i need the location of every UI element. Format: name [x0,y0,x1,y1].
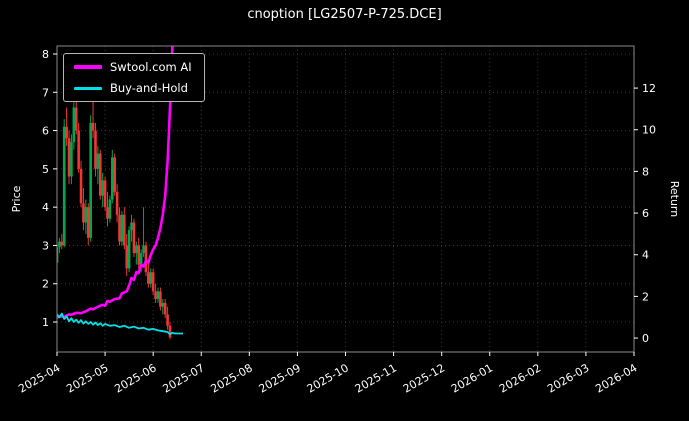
y-left-axis-label: Price [10,185,23,212]
svg-text:12: 12 [642,82,656,95]
legend-label-buyhold: Buy-and-Hold [110,81,188,95]
buyhold-line-swatch [74,86,102,90]
svg-text:2026-03: 2026-03 [545,361,591,395]
ai-line-swatch [74,65,102,69]
svg-text:8: 8 [642,165,649,178]
svg-text:4: 4 [42,201,49,214]
svg-text:1: 1 [42,316,49,329]
svg-text:2025-07: 2025-07 [160,361,206,395]
svg-text:2025-04: 2025-04 [16,361,62,395]
y-right-axis-label: Return [668,181,681,218]
svg-text:2025-10: 2025-10 [305,361,351,395]
svg-text:2: 2 [642,290,649,303]
svg-text:10: 10 [642,124,656,137]
svg-text:6: 6 [642,207,649,220]
chart-legend: Swtool.com AI Buy-and-Hold [63,53,205,102]
svg-text:5: 5 [42,163,49,176]
svg-text:2025-11: 2025-11 [353,361,399,395]
svg-text:2026-04: 2026-04 [593,361,639,395]
svg-text:2025-06: 2025-06 [112,361,158,395]
svg-text:2: 2 [42,278,49,291]
legend-item-buyhold: Buy-and-Hold [74,81,192,95]
svg-text:8: 8 [42,48,49,61]
legend-item-ai: Swtool.com AI [74,60,192,74]
svg-text:2026-02: 2026-02 [497,361,543,395]
svg-text:3: 3 [42,239,49,252]
svg-text:6: 6 [42,125,49,138]
svg-text:2026-01: 2026-01 [449,361,495,395]
svg-text:0: 0 [642,332,649,345]
svg-text:7: 7 [42,86,49,99]
svg-text:2025-05: 2025-05 [64,361,110,395]
svg-text:4: 4 [642,249,649,262]
svg-text:2025-12: 2025-12 [401,361,447,395]
svg-text:2025-08: 2025-08 [209,361,255,395]
chart-title: cnoption [LG2507-P-725.DCE] [247,7,442,22]
svg-text:2025-09: 2025-09 [257,361,303,395]
legend-label-ai: Swtool.com AI [110,60,192,74]
